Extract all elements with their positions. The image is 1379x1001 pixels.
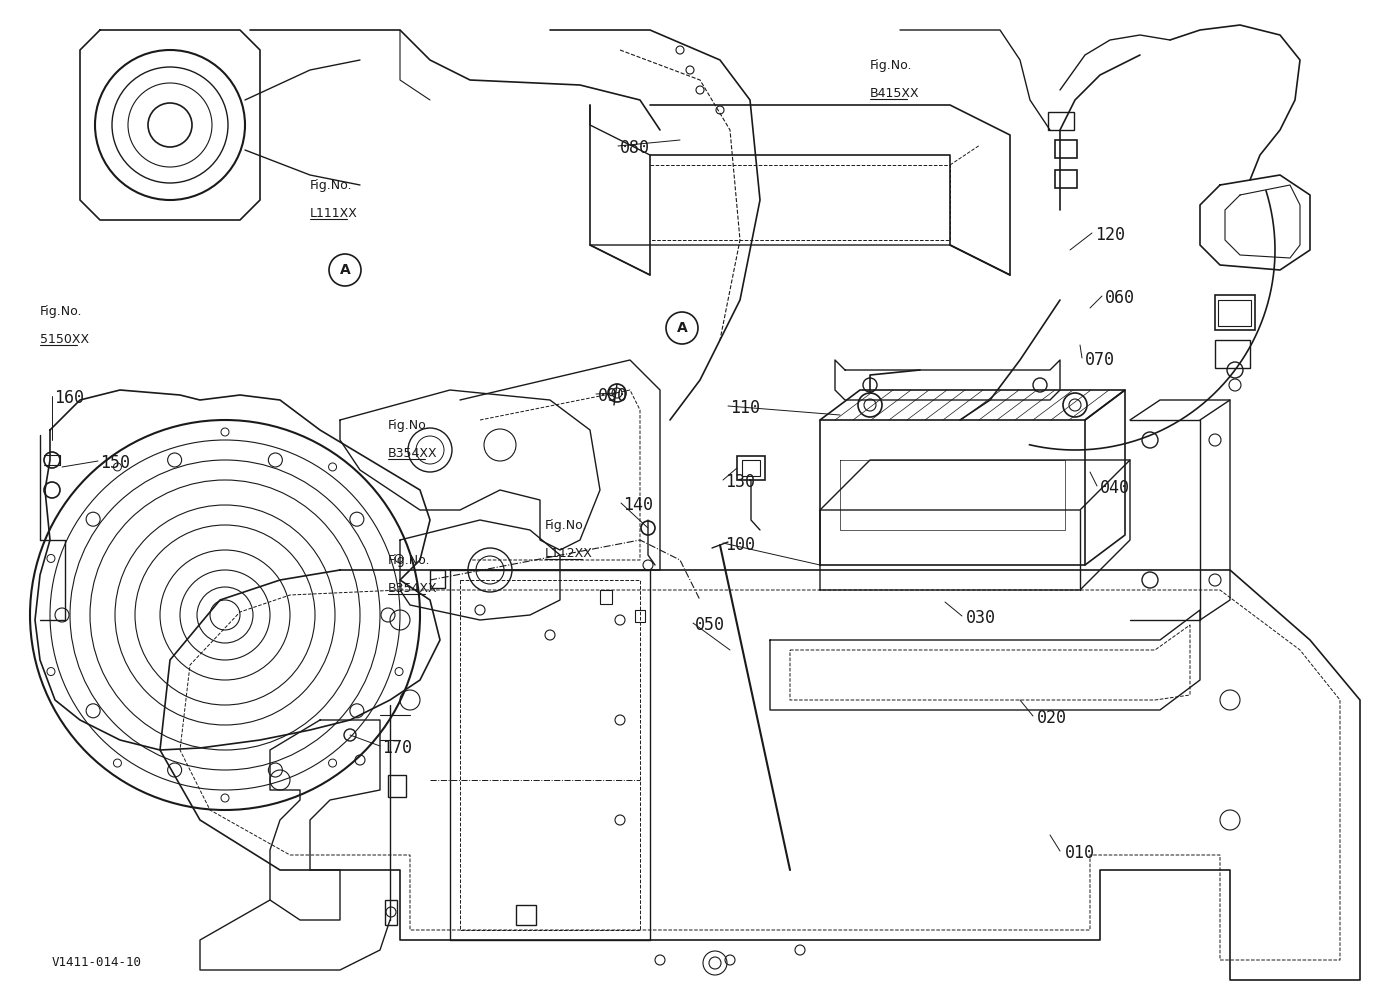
- Text: V1411-014-10: V1411-014-10: [52, 956, 142, 969]
- Bar: [736, 456, 765, 480]
- Text: 090: 090: [598, 387, 627, 405]
- Text: A: A: [339, 263, 350, 277]
- Text: 5150XX: 5150XX: [40, 333, 90, 346]
- Bar: [1215, 340, 1249, 368]
- Bar: [1215, 295, 1255, 330]
- Bar: [1055, 170, 1077, 188]
- Text: B354XX: B354XX: [387, 582, 437, 595]
- Bar: [430, 570, 445, 588]
- Text: Fig.No.: Fig.No.: [310, 179, 353, 192]
- Text: 080: 080: [621, 139, 650, 157]
- Text: A: A: [677, 321, 687, 335]
- Bar: [1218, 300, 1251, 326]
- Bar: [742, 460, 760, 476]
- Text: L111XX: L111XX: [310, 207, 359, 220]
- Text: 110: 110: [729, 399, 760, 417]
- Text: Fig.No.: Fig.No.: [870, 59, 913, 72]
- Text: Fig.No.: Fig.No.: [40, 305, 83, 318]
- Bar: [1048, 112, 1074, 130]
- Text: 060: 060: [1105, 289, 1135, 307]
- Text: Fig.No.: Fig.No.: [387, 554, 430, 567]
- Text: 150: 150: [101, 454, 130, 472]
- Text: 070: 070: [1085, 351, 1116, 369]
- Text: 010: 010: [1065, 844, 1095, 862]
- Text: 130: 130: [725, 473, 754, 491]
- Text: 040: 040: [1100, 479, 1129, 497]
- Text: B354XX: B354XX: [387, 447, 437, 460]
- Bar: [516, 905, 536, 925]
- Text: 160: 160: [54, 389, 84, 407]
- Text: 140: 140: [623, 496, 654, 514]
- Text: Fig.No.: Fig.No.: [387, 419, 430, 432]
- Text: 170: 170: [382, 739, 412, 757]
- Text: Fig.No.: Fig.No.: [545, 519, 587, 532]
- Bar: [634, 610, 645, 622]
- Bar: [387, 775, 405, 797]
- Text: 050: 050: [695, 616, 725, 634]
- Bar: [1055, 140, 1077, 158]
- Text: 030: 030: [967, 609, 996, 627]
- Text: 120: 120: [1095, 226, 1125, 244]
- Text: 020: 020: [1037, 709, 1067, 727]
- Text: L112XX: L112XX: [545, 547, 593, 560]
- Text: B415XX: B415XX: [870, 87, 920, 100]
- Bar: [385, 900, 397, 925]
- Bar: [600, 590, 612, 604]
- Text: 100: 100: [725, 536, 754, 554]
